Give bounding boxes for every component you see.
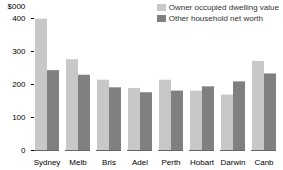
- svg-text:0: 0: [21, 146, 26, 155]
- svg-text:Bris: Bris: [102, 158, 116, 167]
- svg-text:Adel: Adel: [132, 158, 148, 167]
- html-text:Owner occupied dwelling value: Owner occupied dwelling value: [168, 3, 279, 12]
- svg-text:Perth: Perth: [161, 158, 180, 167]
- svg-text:100: 100: [12, 113, 26, 122]
- svg-text:Hobart: Hobart: [190, 158, 215, 167]
- svg-text:Melb: Melb: [69, 158, 87, 167]
- svg-text:Sydney: Sydney: [34, 158, 61, 167]
- svg-text:$000: $000: [8, 2, 26, 11]
- html-text:Other household net worth: Other household net worth: [168, 14, 263, 23]
- svg-text:400: 400: [12, 14, 26, 23]
- svg-text:Canb: Canb: [254, 158, 274, 167]
- svg-text:200: 200: [12, 80, 26, 89]
- svg-text:Darwin: Darwin: [221, 158, 246, 167]
- svg-text:300: 300: [12, 47, 26, 56]
